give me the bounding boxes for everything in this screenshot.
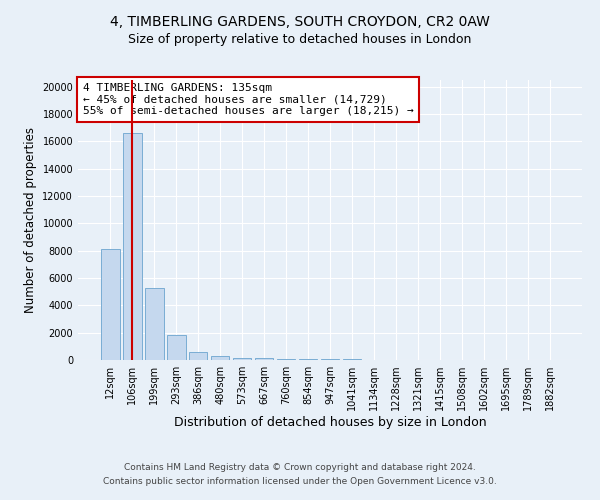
Text: 4, TIMBERLING GARDENS, SOUTH CROYDON, CR2 0AW: 4, TIMBERLING GARDENS, SOUTH CROYDON, CR…	[110, 15, 490, 29]
Bar	[277, 359, 295, 360]
Bar	[123, 134, 142, 360]
Bar	[299, 359, 317, 360]
Text: Contains public sector information licensed under the Open Government Licence v3: Contains public sector information licen…	[103, 477, 497, 486]
Bar	[145, 288, 164, 360]
Text: 4 TIMBERLING GARDENS: 135sqm
← 45% of detached houses are smaller (14,729)
55% o: 4 TIMBERLING GARDENS: 135sqm ← 45% of de…	[83, 83, 414, 116]
X-axis label: Distribution of detached houses by size in London: Distribution of detached houses by size …	[173, 416, 487, 429]
Bar	[101, 250, 119, 360]
Bar	[255, 358, 274, 360]
Text: Size of property relative to detached houses in London: Size of property relative to detached ho…	[128, 32, 472, 46]
Bar	[233, 358, 251, 360]
Text: Contains HM Land Registry data © Crown copyright and database right 2024.: Contains HM Land Registry data © Crown c…	[124, 464, 476, 472]
Bar	[211, 356, 229, 360]
Bar	[189, 352, 208, 360]
Y-axis label: Number of detached properties: Number of detached properties	[24, 127, 37, 313]
Bar	[167, 336, 185, 360]
